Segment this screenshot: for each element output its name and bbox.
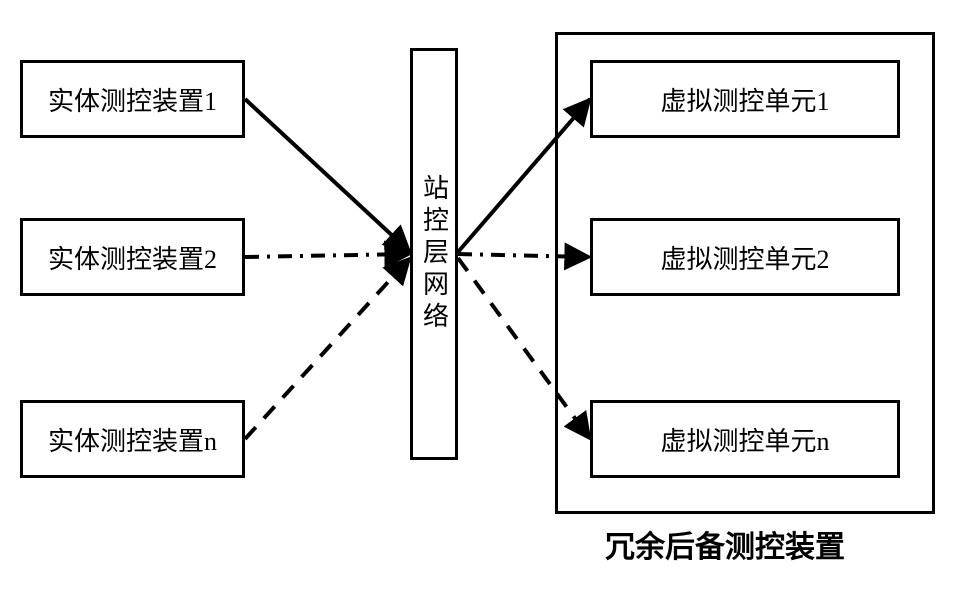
redundant-caption: 冗余后备测控装置 [605,522,845,566]
virtual-unit-2: 虚拟测控单元2 [590,218,900,296]
entity-device-n: 实体测控装置n [20,400,245,478]
entity-device-2-label: 实体测控装置2 [48,239,217,276]
virtual-unit-1: 虚拟测控单元1 [590,60,900,138]
entity-device-1: 实体测控装置1 [20,60,245,138]
virtual-unit-2-label: 虚拟测控单元2 [660,239,829,276]
virtual-unit-n: 虚拟测控单元n [590,400,900,478]
edge-ent1-net [245,99,410,252]
edge-ent2-net [245,254,410,257]
entity-device-1-label: 实体测控装置1 [48,81,217,118]
virtual-unit-n-label: 虚拟测控单元n [660,421,829,458]
station-layer-network-label: 站控层网络 [416,174,453,334]
station-layer-network: 站控层网络 [410,48,458,460]
virtual-unit-1-label: 虚拟测控单元1 [660,81,829,118]
edge-entn-net [245,258,410,439]
entity-device-n-label: 实体测控装置n [48,421,217,458]
entity-device-2: 实体测控装置2 [20,218,245,296]
